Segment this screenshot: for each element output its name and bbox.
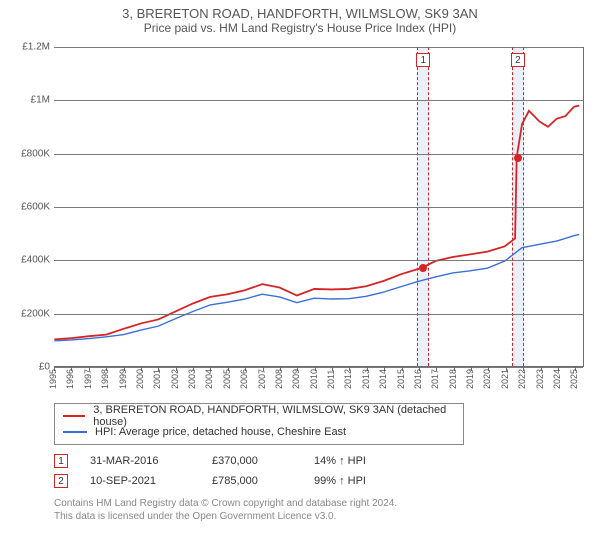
x-axis-label: 2020 bbox=[482, 369, 492, 389]
x-axis-label: 2017 bbox=[430, 369, 440, 389]
y-axis-label: £200K bbox=[10, 308, 50, 319]
x-axis-label: 2009 bbox=[291, 369, 301, 389]
sale-price: £370,000 bbox=[212, 455, 292, 467]
x-axis-label: 2023 bbox=[535, 369, 545, 389]
x-axis-label: 2019 bbox=[465, 369, 475, 389]
x-axis-label: 2011 bbox=[326, 370, 336, 389]
y-axis-label: £1.2M bbox=[10, 42, 50, 53]
gridline bbox=[54, 207, 583, 208]
x-axis-labels: 1995199619971998199920002001200220032004… bbox=[54, 369, 584, 397]
sale-chip: 2 bbox=[54, 474, 68, 488]
legend-label: 3, BRERETON ROAD, HANDFORTH, WILMSLOW, S… bbox=[93, 404, 455, 428]
sale-vs-hpi: 99% ↑ HPI bbox=[314, 475, 404, 487]
x-axis-label: 2012 bbox=[343, 369, 353, 389]
sale-date: 31-MAR-2016 bbox=[90, 455, 190, 467]
sale-vs-hpi: 14% ↑ HPI bbox=[314, 455, 404, 467]
sale-date: 10-SEP-2021 bbox=[90, 475, 190, 487]
title-block: 3, BRERETON ROAD, HANDFORTH, WILMSLOW, S… bbox=[10, 6, 590, 35]
x-axis-label: 2006 bbox=[239, 369, 249, 389]
page: 3, BRERETON ROAD, HANDFORTH, WILMSLOW, S… bbox=[0, 0, 600, 560]
x-axis-label: 1996 bbox=[65, 369, 75, 389]
gridline bbox=[54, 100, 583, 101]
x-axis-label: 2022 bbox=[517, 369, 527, 389]
sale-marker-chip: 2 bbox=[511, 53, 525, 67]
sale-marker-chip: 1 bbox=[416, 53, 430, 67]
sale-row: 2 10-SEP-2021 £785,000 99% ↑ HPI bbox=[54, 471, 590, 491]
sale-dot bbox=[514, 154, 522, 162]
x-axis-label: 2014 bbox=[378, 369, 388, 389]
gridline bbox=[54, 314, 583, 315]
plot-area: £0£200K£400K£600K£800K£1M£1.2M12 bbox=[54, 47, 584, 367]
x-axis-label: 2005 bbox=[222, 369, 232, 389]
y-axis-label: £0 bbox=[10, 362, 50, 373]
x-axis-label: 2025 bbox=[569, 369, 579, 389]
y-axis-label: £400K bbox=[10, 255, 50, 266]
sale-chip: 1 bbox=[54, 454, 68, 468]
sales-table: 1 31-MAR-2016 £370,000 14% ↑ HPI 2 10-SEP-202… bbox=[54, 451, 590, 491]
x-axis-label: 1997 bbox=[83, 369, 93, 389]
legend-label: HPI: Average price, detached house, Ches… bbox=[95, 426, 346, 438]
x-axis-label: 1995 bbox=[48, 369, 58, 389]
legend-swatch bbox=[63, 415, 85, 417]
x-axis-label: 2008 bbox=[274, 369, 284, 389]
x-axis-label: 2000 bbox=[135, 369, 145, 389]
y-axis-label: £600K bbox=[10, 202, 50, 213]
footnote-line: Contains HM Land Registry data © Crown c… bbox=[54, 497, 590, 510]
gridline bbox=[54, 47, 583, 48]
x-axis-label: 2003 bbox=[187, 369, 197, 389]
footnote-line: This data is licensed under the Open Gov… bbox=[54, 510, 590, 523]
legend-swatch bbox=[63, 431, 87, 433]
x-axis-label: 2004 bbox=[204, 369, 214, 389]
x-axis-label: 2007 bbox=[257, 369, 267, 389]
gridline bbox=[54, 367, 583, 368]
y-axis-label: £1M bbox=[10, 95, 50, 106]
y-axis-label: £800K bbox=[10, 148, 50, 159]
sale-row: 1 31-MAR-2016 £370,000 14% ↑ HPI bbox=[54, 451, 590, 471]
page-title: 3, BRERETON ROAD, HANDFORTH, WILMSLOW, S… bbox=[10, 6, 590, 21]
series-line-property bbox=[54, 106, 579, 340]
sale-dot bbox=[419, 264, 427, 272]
chart: £0 £200K £400K £600K £800K £1M £1.2M 1 2 1995 199… bbox=[10, 39, 590, 399]
legend-row: 3, BRERETON ROAD, HANDFORTH, WILMSLOW, S… bbox=[63, 408, 455, 424]
sale-price: £785,000 bbox=[212, 475, 292, 487]
x-axis-label: 2013 bbox=[361, 369, 371, 389]
x-axis-label: 1998 bbox=[100, 369, 110, 389]
x-axis-label: 2001 bbox=[152, 369, 162, 389]
x-axis-label: 2016 bbox=[413, 369, 423, 389]
x-axis-label: 2010 bbox=[309, 369, 319, 389]
x-axis-label: 2015 bbox=[396, 369, 406, 389]
x-axis-label: 2021 bbox=[500, 369, 510, 389]
series-line-hpi bbox=[54, 234, 579, 340]
gridline bbox=[54, 260, 583, 261]
x-axis-label: 2018 bbox=[448, 369, 458, 389]
legend: 3, BRERETON ROAD, HANDFORTH, WILMSLOW, S… bbox=[54, 403, 464, 445]
footnote: Contains HM Land Registry data © Crown c… bbox=[54, 497, 590, 523]
x-axis-label: 2002 bbox=[170, 369, 180, 389]
page-subtitle: Price paid vs. HM Land Registry's House … bbox=[10, 21, 590, 35]
gridline bbox=[54, 154, 583, 155]
x-axis-label: 2024 bbox=[552, 369, 562, 389]
x-axis-label: 1999 bbox=[118, 369, 128, 389]
